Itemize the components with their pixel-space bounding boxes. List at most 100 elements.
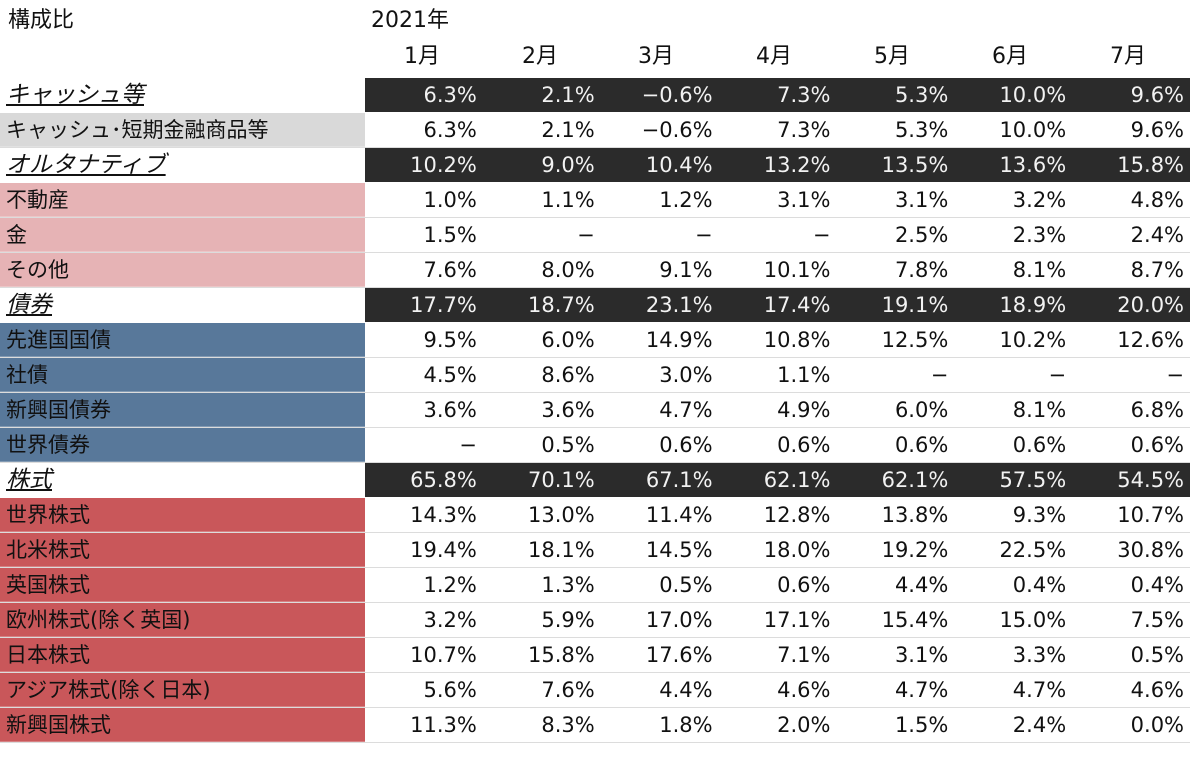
value-cell: 1.1%: [777, 363, 831, 387]
value-cell: 6.3%: [423, 118, 477, 142]
value-cell: 1.5%: [423, 223, 477, 247]
value-cell: 5.9%: [541, 608, 595, 632]
value-cell: 12.6%: [1117, 328, 1185, 352]
value-cell: 3.1%: [777, 188, 831, 212]
value-cell: 65.8%: [410, 468, 477, 492]
value-cell: 10.1%: [763, 258, 831, 282]
month-header-5: 5月: [874, 44, 910, 69]
value-cell: 0.6%: [659, 433, 713, 457]
value-cell: 4.5%: [423, 363, 477, 387]
value-cell: 13.8%: [881, 503, 949, 527]
value-cell: 2.3%: [1012, 223, 1067, 247]
value-cell: 9.6%: [1130, 83, 1185, 107]
table-row: 欧州株式(除く英国) 3.2% 5.9% 17.0% 17.1% 15.4% 15.0% 7.…: [0, 603, 1190, 638]
category-row: 債券 17.7% 18.7% 23.1% 17.4% 19.1% 18.9% 20.0%: [0, 288, 1190, 323]
row-label: 不動産: [0, 183, 365, 217]
value-cell: 14.5%: [645, 538, 713, 562]
value-cell: 1.1%: [541, 188, 595, 212]
value-cell: −0.6%: [641, 118, 713, 142]
category-row: オルタナティブ 10.2% 9.0% 10.4% 13.2% 13.5% 13.6% 15.8…: [0, 148, 1190, 183]
value-cell: 10.7%: [1117, 503, 1185, 527]
value-cell: 5.3%: [894, 118, 949, 142]
category-label: キャッシュ等: [0, 78, 365, 112]
value-cell: 14.3%: [410, 503, 477, 527]
value-cell: 4.7%: [1012, 678, 1067, 702]
table-row: キャッシュ･短期金融商品等 6.3% 2.1% −0.6% 7.3% 5.3% 10.0% 9…: [0, 113, 1190, 148]
value-cell: 4.4%: [894, 573, 949, 597]
value-cell: 9.3%: [1012, 503, 1067, 527]
month-header-3: 3月: [638, 44, 674, 69]
value-cell: 4.9%: [777, 398, 831, 422]
value-cell: 6.0%: [894, 398, 949, 422]
row-label: 新興国株式: [0, 708, 365, 742]
table-row: アジア株式(除く日本) 5.6% 7.6% 4.4% 4.6% 4.7% 4.7% 4.6%: [0, 673, 1190, 708]
value-cell: 62.1%: [881, 468, 949, 492]
value-cell: 18.1%: [528, 538, 595, 562]
value-cell: 54.5%: [1117, 468, 1185, 492]
value-cell: 19.4%: [410, 538, 477, 562]
row-label: 欧州株式(除く英国): [0, 603, 365, 637]
value-cell: 4.6%: [1130, 678, 1185, 702]
value-cell: −: [1166, 363, 1185, 387]
table-row: 社債 4.5% 8.6% 3.0% 1.1% − − −: [0, 358, 1190, 393]
category-row: 株式 65.8% 70.1% 67.1% 62.1% 62.1% 57.5% 54.5%: [0, 463, 1190, 498]
value-cell: 9.1%: [659, 258, 713, 282]
value-cell: 0.0%: [1130, 713, 1185, 737]
month-header-4: 4月: [756, 44, 792, 69]
row-label: 社債: [0, 358, 365, 392]
value-cell: 67.1%: [645, 468, 713, 492]
row-label: 英国株式: [0, 568, 365, 602]
value-cell: 20.0%: [1117, 293, 1185, 317]
value-cell: 3.1%: [894, 643, 949, 667]
value-cell: 9.6%: [1130, 118, 1185, 142]
row-label: 新興国債券: [0, 393, 365, 427]
category-label: 債券: [0, 288, 365, 322]
value-cell: 17.1%: [763, 608, 831, 632]
value-cell: 17.7%: [410, 293, 477, 317]
value-cell: 4.4%: [659, 678, 713, 702]
year-label: 2021年: [371, 8, 449, 33]
value-cell: 22.5%: [999, 538, 1067, 562]
row-label: 日本株式: [0, 638, 365, 672]
value-cell: 10.2%: [410, 153, 477, 177]
value-cell: 0.6%: [777, 573, 831, 597]
value-cell: 18.7%: [528, 293, 595, 317]
value-cell: 19.1%: [881, 293, 949, 317]
value-cell: 3.3%: [1012, 643, 1067, 667]
value-cell: 17.4%: [763, 293, 831, 317]
value-cell: −: [694, 223, 713, 247]
value-cell: 15.0%: [999, 608, 1067, 632]
table-row: 世界株式 14.3% 13.0% 11.4% 12.8% 13.8% 9.3% 10.7%: [0, 498, 1190, 533]
value-cell: 12.8%: [763, 503, 831, 527]
value-cell: 2.0%: [777, 713, 831, 737]
table-row: その他 7.6% 8.0% 9.1% 10.1% 7.8% 8.1% 8.7%: [0, 253, 1190, 288]
value-cell: 7.8%: [894, 258, 949, 282]
value-cell: 0.5%: [541, 433, 595, 457]
row-label: 世界債券: [0, 428, 365, 462]
value-cell: 8.0%: [541, 258, 595, 282]
row-label: キャッシュ･短期金融商品等: [0, 113, 365, 147]
table-row: 英国株式 1.2% 1.3% 0.5% 0.6% 4.4% 0.4% 0.4%: [0, 568, 1190, 603]
row-label: 先進国国債: [0, 323, 365, 357]
value-cell: 3.1%: [894, 188, 949, 212]
value-cell: 0.6%: [1130, 433, 1185, 457]
value-cell: 8.1%: [1012, 398, 1067, 422]
value-cell: 14.9%: [645, 328, 713, 352]
value-cell: 62.1%: [763, 468, 831, 492]
value-cell: 13.5%: [881, 153, 949, 177]
value-cell: 19.2%: [881, 538, 949, 562]
value-cell: 2.4%: [1012, 713, 1067, 737]
value-cell: 12.5%: [881, 328, 949, 352]
value-cell: 1.3%: [541, 573, 595, 597]
allocation-table: キャッシュ等 6.3% 2.1% −0.6% 7.3% 5.3% 10.0% 9.6% キャッシ…: [0, 78, 1190, 743]
value-cell: 10.0%: [999, 118, 1067, 142]
value-cell: 0.5%: [1130, 643, 1185, 667]
value-cell: 7.5%: [1130, 608, 1185, 632]
value-cell: 7.3%: [777, 118, 831, 142]
value-cell: −: [577, 223, 595, 247]
value-cell: 0.6%: [777, 433, 831, 457]
row-label: 世界株式: [0, 498, 365, 532]
value-cell: 1.0%: [423, 188, 477, 212]
category-label: 株式: [0, 463, 365, 497]
row-label: 北米株式: [0, 533, 365, 567]
